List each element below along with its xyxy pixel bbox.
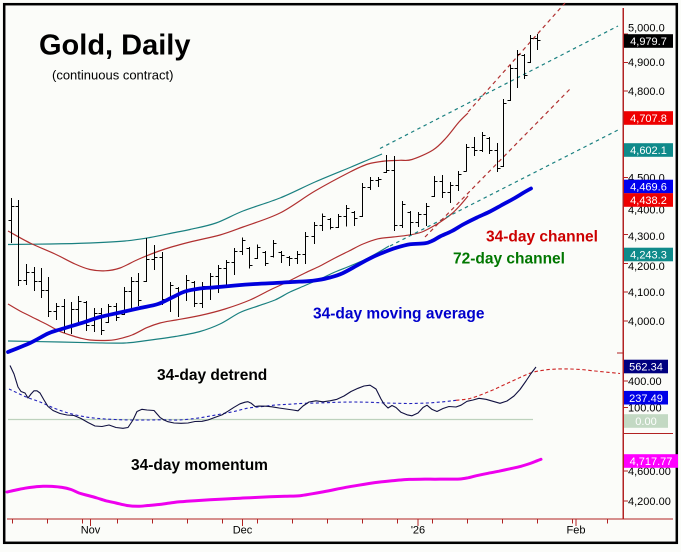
svg-text:100.00: 100.00 xyxy=(628,403,662,415)
svg-text:Gold, Daily: Gold, Daily xyxy=(39,30,190,62)
svg-text:34-day channel: 34-day channel xyxy=(486,229,598,246)
svg-text:4,300.0: 4,300.0 xyxy=(628,231,665,243)
svg-text:4,717.77: 4,717.77 xyxy=(630,456,673,468)
svg-text:4,602.1: 4,602.1 xyxy=(630,145,667,157)
svg-text:4,000.0: 4,000.0 xyxy=(628,316,665,328)
svg-text:34-day detrend: 34-day detrend xyxy=(157,367,267,384)
svg-text:'26: '26 xyxy=(411,525,425,537)
svg-text:Feb: Feb xyxy=(567,525,586,537)
svg-text:4,900.0: 4,900.0 xyxy=(628,57,665,69)
svg-text:237.49: 237.49 xyxy=(629,393,663,405)
svg-text:4,800.0: 4,800.0 xyxy=(628,86,665,98)
svg-text:4,707.8: 4,707.8 xyxy=(630,113,667,125)
svg-text:562.34: 562.34 xyxy=(629,362,663,374)
svg-text:4,200.0: 4,200.0 xyxy=(628,261,665,273)
svg-text:5,000.0: 5,000.0 xyxy=(628,23,665,35)
svg-text:(continuous contract): (continuous contract) xyxy=(52,68,173,83)
svg-text:4,243.3: 4,243.3 xyxy=(630,250,667,262)
svg-text:400.00: 400.00 xyxy=(628,376,662,388)
svg-text:4,600.00: 4,600.00 xyxy=(628,466,671,478)
svg-text:4,400.0: 4,400.0 xyxy=(628,205,665,217)
svg-text:4,438.2: 4,438.2 xyxy=(630,195,667,207)
svg-text:4,979.7: 4,979.7 xyxy=(630,36,667,48)
svg-text:72-day channel: 72-day channel xyxy=(453,251,565,268)
svg-text:34-day momentum: 34-day momentum xyxy=(131,457,268,474)
svg-text:4,200.00: 4,200.00 xyxy=(628,496,671,508)
svg-text:Nov: Nov xyxy=(81,525,101,537)
svg-text:34-day moving average: 34-day moving average xyxy=(313,306,485,323)
svg-text:4,100.0: 4,100.0 xyxy=(628,287,665,299)
svg-text:Dec: Dec xyxy=(233,525,253,537)
svg-text:4,469.6: 4,469.6 xyxy=(630,182,667,194)
svg-text:0.00: 0.00 xyxy=(635,416,656,428)
